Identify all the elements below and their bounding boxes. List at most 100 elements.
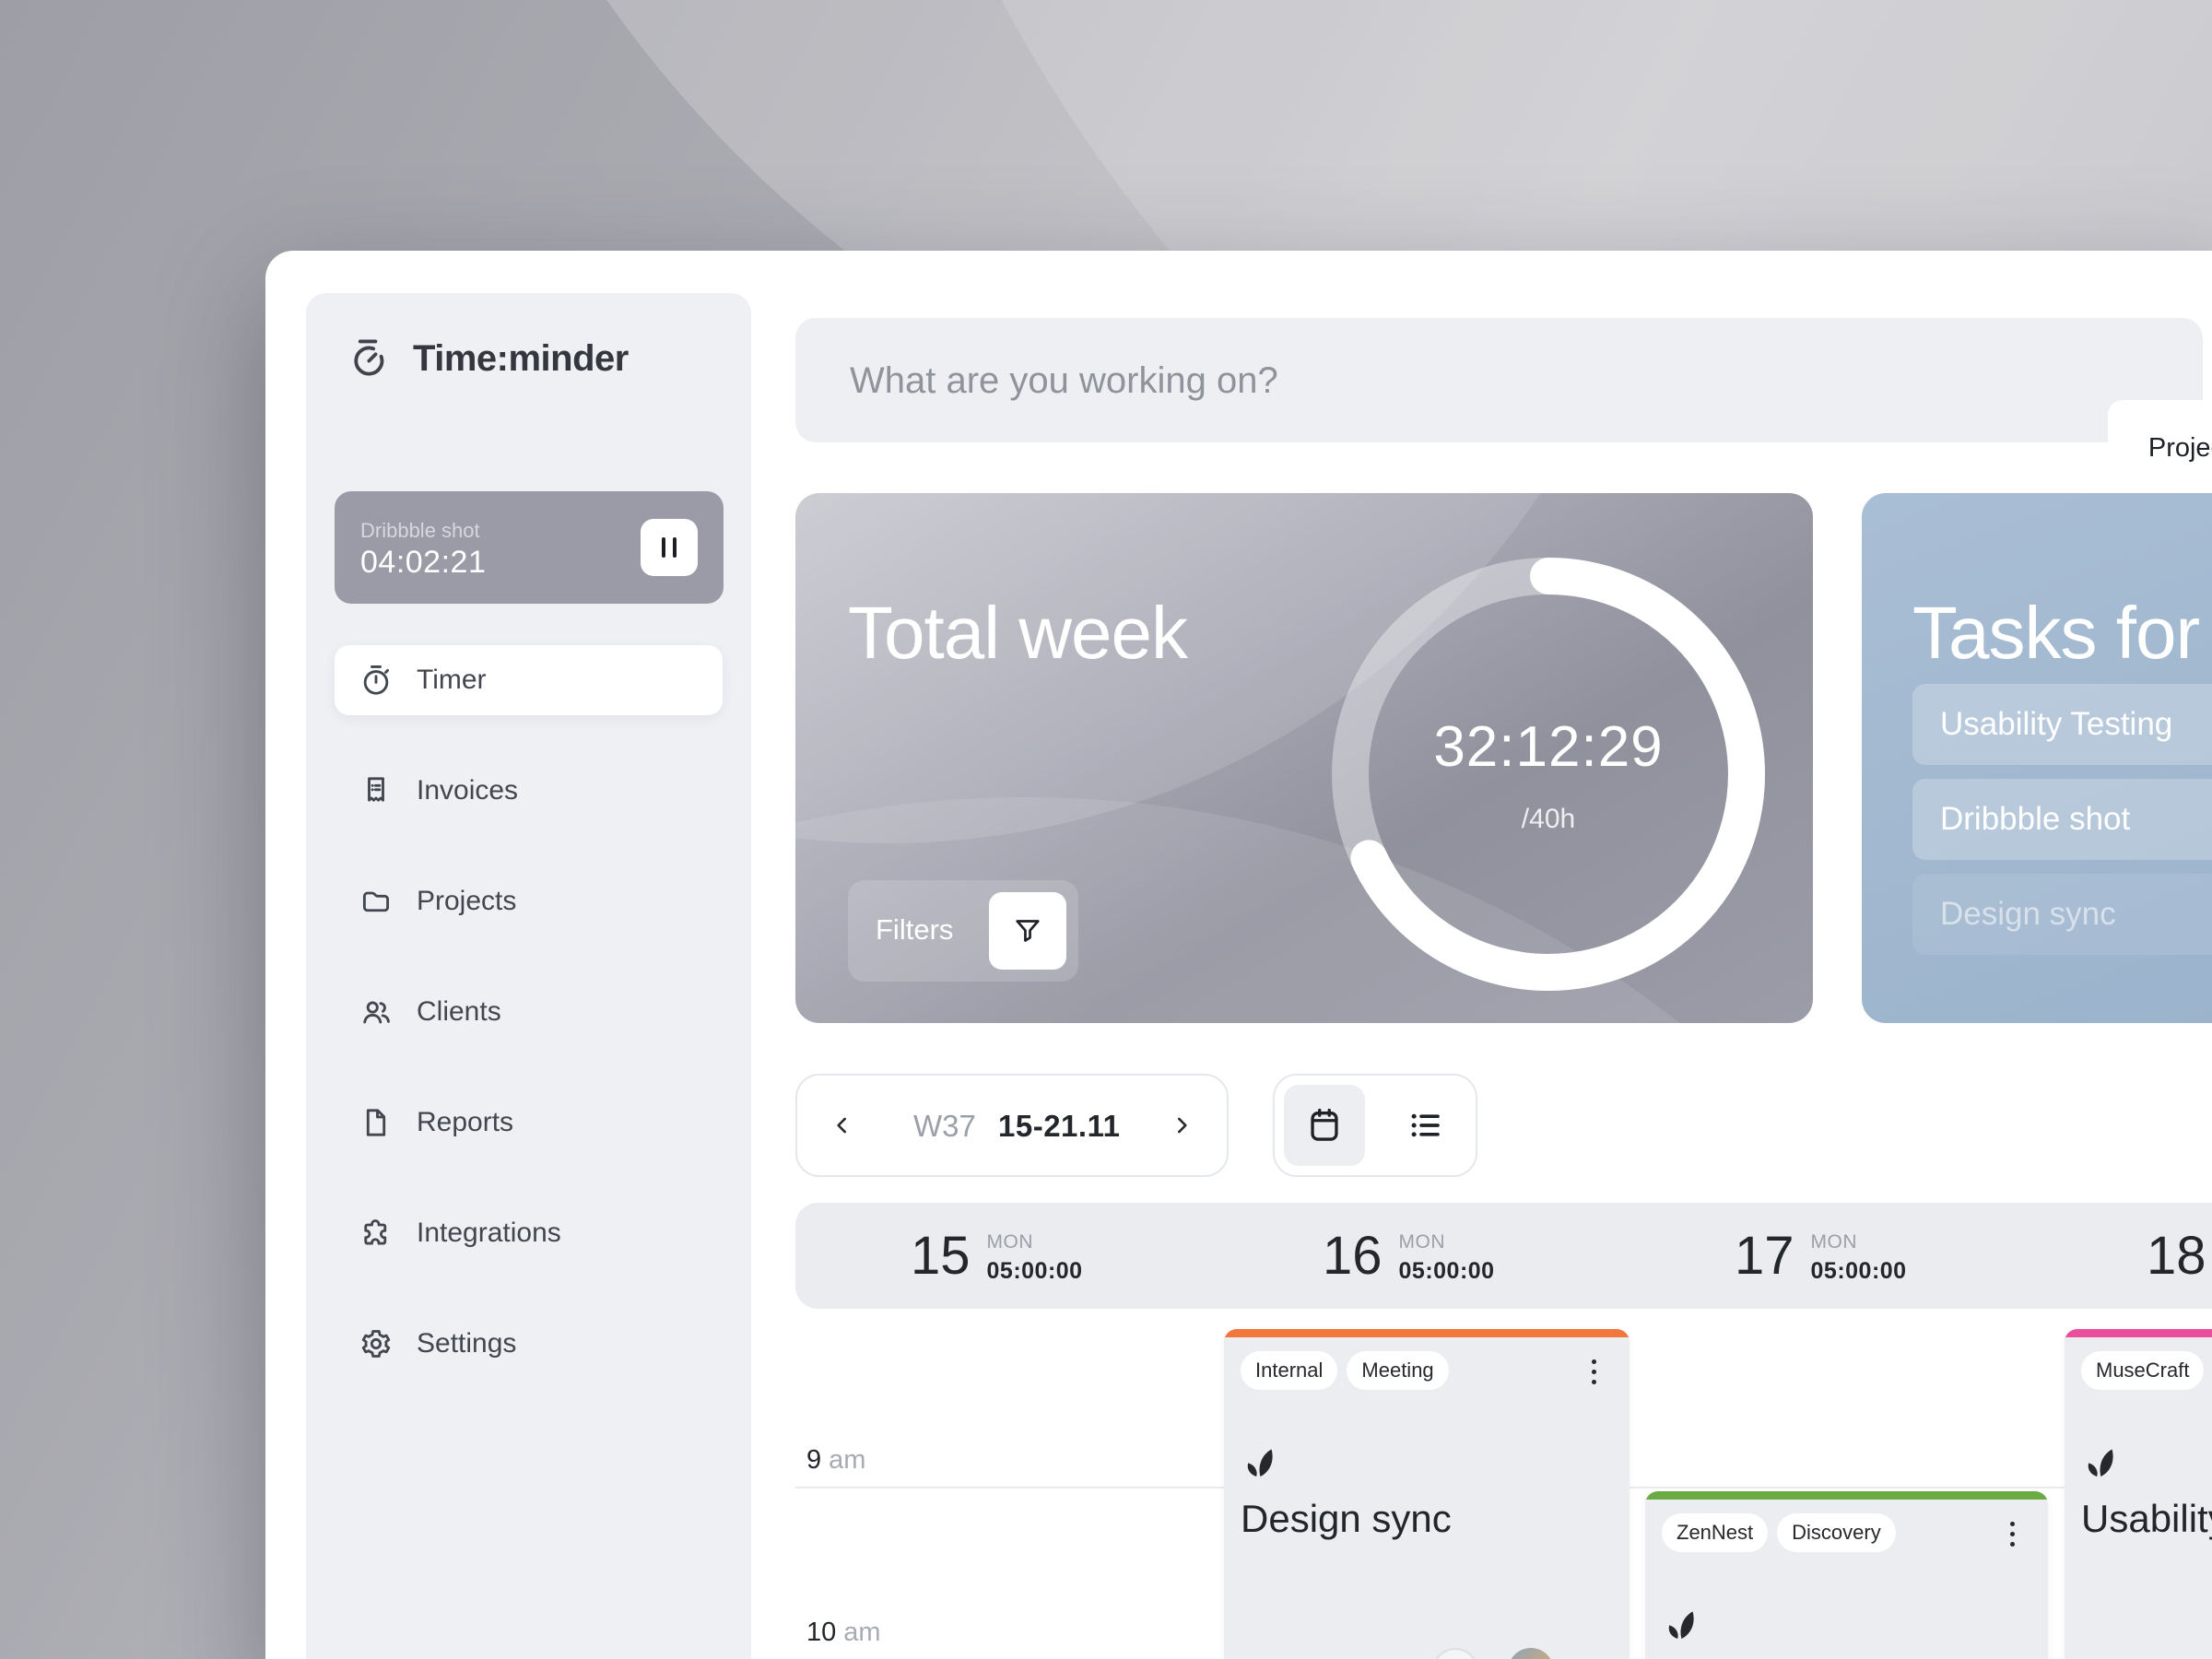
avatar [1432,1648,1478,1659]
hour-label: 10 am [806,1618,881,1647]
pause-button[interactable] [641,519,698,576]
calendar-event-card[interactable]: Internal Meeting Design sync [1224,1329,1630,1659]
task-entry-bar: Project Your activity $ [795,318,2212,496]
task-list-item[interactable]: Dribbble shot [1912,779,2212,860]
day-header-strip: 15 MON 05:00:00 16 MON 05:00:00 17 [795,1203,2212,1309]
event-accent-bar [2065,1329,2212,1337]
timer-icon [359,664,393,697]
sidebar-nav-label: Clients [417,996,501,1027]
pause-icon [662,537,677,558]
tasks-list: Usability Testing Dribbble shot Design s… [1912,684,2212,969]
event-tags: MuseCraftDiscovery [2081,1351,2212,1390]
running-timer-elapsed: 04:02:21 [360,545,487,580]
event-tag: MuseCraft [2081,1351,2205,1390]
event-title: Design sync [1241,1497,1452,1540]
day-date: 18 [2147,1226,2206,1286]
sidebar-nav-item[interactable]: Projects [335,866,723,936]
task-entry-input[interactable] [848,318,1497,444]
day-header: 17 MON 05:00:00 [1735,1203,1907,1309]
previous-week-button[interactable] [810,1076,875,1175]
event-accent-bar [1224,1329,1630,1337]
sidebar: Time:minder Dribbble shot 04:02:21 Timer [306,293,751,1659]
day-date: 17 [1735,1226,1794,1286]
day-header: 18 [2147,1203,2212,1309]
calendar-icon [1311,1108,1338,1141]
gear-icon [359,1327,393,1360]
funnel-icon [989,892,1066,970]
weekly-progress-readout: 32:12:29 /40h [1318,544,1779,1005]
event-tag: Discovery [1777,1513,1896,1552]
kebab-menu-icon[interactable] [1998,1515,2026,1552]
week-date-range: 15-21.11 [998,1109,1121,1143]
chevron-right-icon [1177,1117,1187,1134]
company-leaf-logo-icon [1668,1611,1694,1639]
week-navigator: W37 15-21.11 [795,1074,1229,1177]
sidebar-nav-item[interactable]: Integrations [335,1198,723,1268]
day-total-time: 05:00:00 [1810,1257,1907,1284]
event-accent-bar [1645,1491,2048,1500]
day-header: 15 MON 05:00:00 [911,1203,1083,1309]
company-leaf-logo-icon [2088,1449,2113,1477]
puzzle-icon [359,1217,393,1250]
day-date: 15 [911,1226,971,1286]
total-week-card: Total week 32:12:29 /40h Filters [795,493,1813,1023]
event-tags: Internal Meeting [1241,1351,1449,1390]
filters-label: Filters [876,913,954,946]
folder-icon [359,885,393,918]
weekly-time-target: /40h [1521,803,1576,834]
day-date: 16 [1323,1226,1382,1286]
running-timer-task: Dribbble shot [360,519,480,542]
sidebar-nav: Timer Invoices Projects Clients [306,645,751,1419]
company-leaf-logo-icon [1247,1449,1273,1477]
task-label: Dribbble shot [1940,801,2131,837]
total-week-title: Total week [848,591,1188,674]
day-of-week: MON [1398,1230,1446,1253]
invoice-icon [359,774,393,807]
tasks-panel-title: Tasks for [1912,591,2200,674]
calendar-event-card[interactable]: ZenNest Discovery [1645,1491,2048,1659]
list-icon [1411,1113,1440,1137]
day-total-time: 05:00:00 [1398,1257,1495,1284]
task-label: Usability Testing [1940,706,2173,742]
sidebar-nav-label: Settings [417,1328,517,1359]
event-tag: ZenNest [1662,1513,1769,1552]
project-button[interactable]: Project [2108,400,2212,496]
week-number: W37 [913,1109,976,1143]
task-list-item[interactable]: Design sync [1912,874,2212,955]
task-list-item[interactable]: Usability Testing [1912,684,2212,765]
event-title: Usability Testing [2081,1497,2212,1540]
day-of-week: MON [1810,1230,1858,1253]
sidebar-nav-item[interactable]: Timer [335,645,723,715]
next-week-button[interactable] [1149,1076,1214,1175]
calendar-view-button[interactable] [1284,1085,1365,1166]
clients-icon [359,995,393,1029]
kebab-menu-icon[interactable] [1580,1353,1607,1390]
filters-button[interactable]: Filters [848,880,1078,982]
sidebar-nav-label: Timer [417,665,487,695]
weekly-progress-ring [1332,558,1765,991]
sidebar-nav-item[interactable]: Clients [335,977,723,1047]
avatar [1508,1648,1554,1659]
sidebar-nav-item[interactable]: Invoices [335,756,723,826]
day-header: 16 MON 05:00:00 [1323,1203,1495,1309]
day-of-week: MON [986,1230,1034,1253]
day-total-time: 05:00:00 [986,1257,1083,1284]
list-view-button[interactable] [1385,1085,1466,1166]
app-logo: Time:minder [348,337,629,380]
chevron-left-icon [837,1117,847,1134]
report-icon [359,1106,393,1139]
sidebar-nav-label: Reports [417,1107,514,1137]
view-toggle [1273,1074,1477,1177]
stopwatch-logo-icon [354,339,384,376]
sidebar-nav-item[interactable]: Settings [335,1309,723,1379]
app-title: Time:minder [413,337,629,379]
app-window: Time:minder Dribbble shot 04:02:21 Timer [265,251,2212,1659]
event-avatars [1432,1648,1554,1659]
calendar-grid: 9 am 10 am I [795,1309,2212,1659]
sidebar-nav-item[interactable]: Reports [335,1088,723,1158]
event-tags: ZenNest Discovery [1662,1513,1896,1552]
calendar-event-card[interactable]: MuseCraftDiscovery Usability Testing [2065,1329,2212,1659]
hour-label: 9 am [806,1445,866,1475]
running-timer-chip[interactable]: Dribbble shot 04:02:21 [335,491,724,604]
tasks-panel: Tasks for Usability Testing Dribbble sho… [1862,493,2212,1023]
